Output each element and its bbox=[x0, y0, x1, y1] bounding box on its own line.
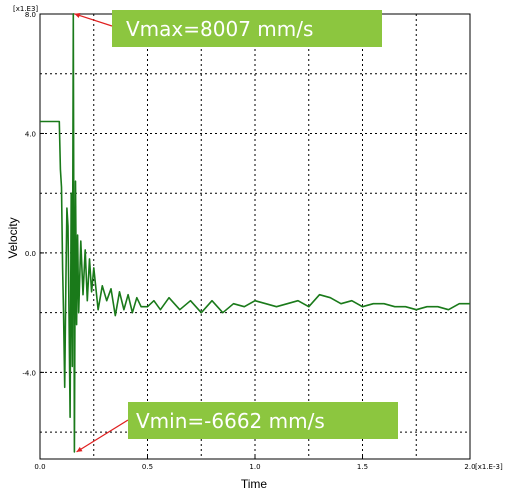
grid-lines bbox=[40, 14, 470, 459]
x-axis-ticks: 0.0 0.5 1.0 1.5 2.0 bbox=[34, 455, 476, 471]
x-tick-label: 2.0 bbox=[464, 463, 475, 471]
x-tick-label: 0.5 bbox=[142, 463, 153, 471]
y-tick-label: 0.0 bbox=[25, 250, 36, 258]
x-tick-label: 1.0 bbox=[249, 463, 260, 471]
annotation-arrow-head bbox=[74, 12, 81, 18]
y-multiplier-label: [x1.E3] bbox=[13, 5, 38, 13]
vmax-callout: Vmax=8007 mm/s bbox=[112, 10, 382, 47]
y-tick-label: 4.0 bbox=[25, 130, 36, 138]
vmax-callout-text: Vmax=8007 mm/s bbox=[126, 16, 314, 41]
x-tick-label: 1.5 bbox=[357, 463, 368, 471]
y-tick-label: -4.0 bbox=[22, 369, 36, 377]
x-axis-label: Time bbox=[241, 477, 268, 491]
y-axis-ticks: -4.0 0.0 4.0 8.0 bbox=[22, 11, 44, 377]
annotation-arrows bbox=[74, 12, 129, 453]
vmin-callout-text: Vmin=-6662 mm/s bbox=[136, 408, 325, 433]
velocity-series-line bbox=[40, 13, 470, 453]
y-tick-label: 8.0 bbox=[25, 11, 36, 19]
annotation-arrow-line bbox=[76, 419, 129, 453]
x-multiplier-label: [x1.E-3] bbox=[475, 463, 503, 471]
vmin-callout: Vmin=-6662 mm/s bbox=[128, 402, 398, 439]
annotation-arrow-head bbox=[76, 446, 83, 452]
y-axis-label: Velocity bbox=[6, 217, 20, 258]
annotation-arrow-line bbox=[74, 13, 113, 27]
x-tick-label: 0.0 bbox=[34, 463, 45, 471]
